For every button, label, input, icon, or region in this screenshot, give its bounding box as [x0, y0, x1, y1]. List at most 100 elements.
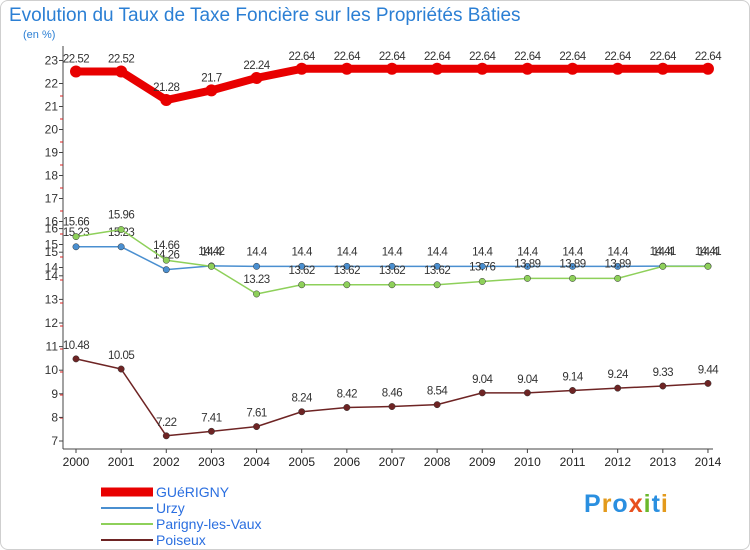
- y-tick-label-upper: 17: [45, 192, 59, 206]
- y-tick-label-lower: 10: [45, 363, 59, 377]
- data-label-3: 9.44: [698, 364, 719, 376]
- y-tick-label-lower: 13: [45, 292, 59, 306]
- data-point-3: [253, 423, 261, 431]
- y-tick-label-lower: 11: [46, 340, 59, 354]
- data-point-1: [72, 243, 80, 251]
- data-label-3: 8.42: [337, 388, 357, 400]
- legend-swatch-parigny: [101, 523, 153, 525]
- data-label-3: 8.54: [427, 386, 448, 398]
- data-label-1: 14.41: [695, 246, 721, 258]
- data-label-0: 22.64: [289, 51, 316, 63]
- legend-label-parigny: Parigny-les-Vaux: [156, 516, 262, 532]
- x-tick-label: 2002: [153, 455, 180, 469]
- data-point-3: [298, 408, 306, 416]
- x-tick-label: 2003: [198, 455, 225, 469]
- x-tick-label: 2010: [514, 455, 541, 469]
- data-point-0: [160, 94, 173, 107]
- data-point-0: [115, 65, 128, 78]
- data-point-1: [343, 262, 351, 270]
- data-point-0: [431, 62, 444, 75]
- y-tick-label-lower: 7: [51, 434, 58, 448]
- x-tick-label: 2004: [243, 455, 270, 469]
- x-tick-label: 2008: [424, 455, 451, 469]
- data-point-2: [614, 274, 622, 282]
- x-tick-label: 2012: [604, 455, 631, 469]
- data-point-0: [611, 62, 624, 75]
- data-point-3: [343, 404, 351, 411]
- data-label-0: 22.52: [63, 54, 89, 66]
- data-point-0: [205, 84, 218, 97]
- legend-label-guerigny: GUéRIGNY: [156, 484, 230, 500]
- y-tick-label-lower: 9: [51, 387, 58, 401]
- data-label-0: 22.64: [559, 51, 586, 63]
- data-point-1: [388, 262, 396, 270]
- x-tick-label: 2000: [63, 455, 90, 469]
- data-label-3: 10.48: [63, 340, 89, 352]
- x-tick-label: 2011: [560, 455, 586, 469]
- data-point-1: [162, 266, 170, 274]
- data-label-1: 14.4: [246, 246, 267, 258]
- data-label-3: 9.04: [517, 374, 538, 386]
- data-label-1: 14.4: [607, 246, 628, 258]
- x-tick-label: 2001: [108, 455, 135, 469]
- data-label-1: 14.42: [198, 246, 224, 258]
- data-label-2: 14.66: [153, 240, 179, 252]
- data-point-3: [614, 384, 622, 392]
- y-tick-label-upper: 23: [45, 54, 59, 68]
- data-label-3: 7.61: [246, 408, 266, 420]
- logo-letter: o: [612, 490, 629, 518]
- data-point-2: [569, 274, 576, 282]
- data-point-3: [207, 427, 215, 435]
- data-label-2: 13.89: [514, 258, 540, 270]
- data-point-2: [72, 233, 80, 241]
- data-point-2: [388, 281, 396, 289]
- data-point-2: [523, 274, 531, 282]
- legend-swatch-guerigny: [101, 487, 153, 497]
- x-tick-label: 2014: [695, 455, 722, 469]
- data-label-2: 15.96: [108, 210, 134, 222]
- data-label-1: 14.41: [650, 246, 676, 258]
- data-point-0: [476, 62, 489, 75]
- data-point-0: [701, 62, 714, 75]
- data-label-2: 15.66: [63, 217, 89, 229]
- data-label-1: 14.4: [382, 246, 403, 258]
- data-point-0: [295, 62, 308, 75]
- y-tick-label-upper: 18: [45, 169, 59, 183]
- y-tick-label-lower: 15: [45, 245, 59, 259]
- data-point-0: [70, 65, 82, 78]
- data-point-3: [162, 432, 170, 440]
- data-point-3: [388, 403, 396, 410]
- data-label-0: 22.24: [243, 60, 270, 72]
- data-label-0: 22.64: [514, 51, 541, 63]
- y-tick-label-lower: 12: [45, 316, 59, 330]
- legend-swatch-poiseux: [101, 539, 153, 541]
- data-label-1: 14.4: [292, 246, 313, 258]
- data-label-1: 14.4: [517, 246, 538, 258]
- data-point-0: [656, 62, 669, 75]
- data-point-0: [340, 62, 353, 75]
- data-label-2: 13.62: [424, 265, 450, 277]
- x-tick-label: 2007: [379, 455, 406, 469]
- data-label-0: 21.7: [201, 72, 221, 84]
- data-label-2: 13.62: [289, 265, 315, 277]
- data-label-3: 9.14: [562, 371, 583, 383]
- data-label-0: 21.28: [153, 82, 179, 94]
- data-label-3: 7.41: [201, 412, 221, 424]
- data-label-3: 7.22: [156, 417, 176, 429]
- y-tick-label-upper: 20: [45, 123, 59, 137]
- data-point-3: [72, 355, 80, 363]
- chart-unit-label: (en %): [23, 29, 56, 41]
- data-point-2: [433, 281, 441, 289]
- data-label-0: 22.52: [108, 54, 134, 66]
- data-point-2: [704, 262, 712, 270]
- data-point-2: [162, 256, 170, 264]
- data-label-2: 14.4: [698, 246, 719, 258]
- y-tick-label-upper: 16: [45, 215, 59, 229]
- data-label-3: 9.24: [607, 369, 628, 381]
- data-label-1: 14.26: [153, 250, 179, 262]
- data-point-1: [569, 262, 576, 270]
- logo-letter: i: [660, 490, 669, 518]
- data-label-3: 8.24: [292, 393, 313, 405]
- data-label-0: 22.64: [469, 51, 496, 63]
